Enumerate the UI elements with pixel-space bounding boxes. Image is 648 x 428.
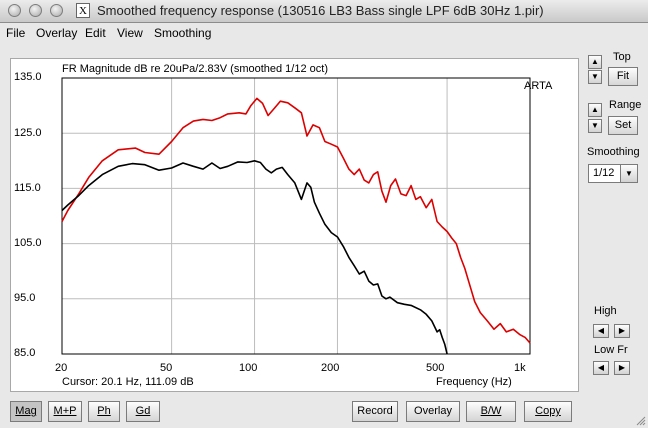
zoom-window-button[interactable] — [50, 4, 63, 17]
bw-label: B/W — [480, 405, 502, 417]
menu-smoothing[interactable]: Smoothing — [154, 26, 212, 40]
cursor-readout: Cursor: 20.1 Hz, 111.09 dB — [62, 376, 194, 388]
copy-button[interactable]: Copy — [524, 401, 572, 422]
high-right-button[interactable]: ▶ — [614, 324, 630, 338]
y-tick-label: 135.0 — [14, 71, 42, 83]
x-tick-label: 1k — [514, 362, 526, 374]
menu-overlay[interactable]: Overlay — [36, 26, 78, 40]
x11-app-icon: X — [76, 3, 90, 18]
mp-button[interactable]: M+P — [48, 401, 82, 422]
range-label: Range — [609, 99, 642, 111]
x-tick-label: 200 — [321, 362, 340, 374]
record-button[interactable]: Record — [352, 401, 398, 422]
minimize-window-button[interactable] — [29, 4, 42, 17]
high-left-button[interactable]: ◀ — [593, 324, 609, 338]
chart-title: FR Magnitude dB re 20uPa/2.83V (smoothed… — [62, 63, 328, 75]
menu-view[interactable]: View — [117, 26, 143, 40]
low-fr-right-button[interactable]: ▶ — [614, 361, 630, 375]
bw-button[interactable]: B/W — [466, 401, 516, 422]
ph-button[interactable]: Ph — [88, 401, 120, 422]
gd-label: Gd — [135, 405, 151, 417]
gd-button[interactable]: Gd — [126, 401, 160, 422]
x-tick-label: 100 — [239, 362, 258, 374]
plot-axes-frame — [61, 77, 531, 355]
y-tick-label: 125.0 — [14, 127, 42, 139]
resize-grip-icon[interactable] — [636, 416, 646, 426]
fit-button[interactable]: Fit — [608, 67, 638, 86]
plot-area[interactable] — [10, 58, 579, 392]
y-tick-label: 105.0 — [14, 237, 42, 249]
smoothing-label: Smoothing — [587, 146, 640, 158]
smoothing-select[interactable]: 1/12 ▼ — [588, 164, 638, 183]
copy-label: Copy — [535, 405, 561, 417]
top-down-button[interactable]: ▼ — [588, 70, 602, 84]
arta-label: ARTA — [524, 80, 552, 93]
smoothing-value: 1/12 — [593, 167, 615, 179]
range-down-button[interactable]: ▼ — [588, 119, 602, 133]
arta-letters: ARTA — [524, 80, 552, 93]
low-fr-label: Low Fr — [594, 344, 628, 356]
low-fr-left-button[interactable]: ◀ — [593, 361, 609, 375]
menu-file[interactable]: File — [6, 26, 26, 40]
mp-label: M+P — [53, 405, 77, 417]
set-button[interactable]: Set — [608, 116, 638, 135]
high-label: High — [594, 305, 617, 317]
x-tick-label: 20 — [55, 362, 68, 374]
mag-button[interactable]: Mag — [10, 401, 42, 422]
y-tick-label: 95.0 — [14, 292, 36, 304]
top-up-button[interactable]: ▲ — [588, 55, 602, 69]
chevron-down-icon: ▼ — [620, 165, 637, 182]
y-tick-label: 115.0 — [14, 182, 41, 194]
menu-bar: File Overlay Edit View Smoothing — [0, 23, 648, 43]
window-title: Smoothed frequency response (130516 LB3 … — [97, 3, 544, 18]
x-tick-label: 500 — [426, 362, 445, 374]
top-label: Top — [613, 51, 631, 63]
menu-edit[interactable]: Edit — [85, 26, 106, 40]
range-up-button[interactable]: ▲ — [588, 103, 602, 117]
overlay-button[interactable]: Overlay — [406, 401, 460, 422]
series-line-red — [61, 97, 531, 344]
x-tick-label: 50 — [160, 362, 173, 374]
series-line-black — [61, 160, 448, 355]
x-axis-label: Frequency (Hz) — [436, 376, 512, 388]
close-window-button[interactable] — [8, 4, 21, 17]
ph-label: Ph — [97, 405, 111, 417]
mag-label: Mag — [15, 405, 37, 417]
title-bar: X Smoothed frequency response (130516 LB… — [0, 0, 648, 23]
y-tick-label: 85.0 — [14, 347, 36, 359]
